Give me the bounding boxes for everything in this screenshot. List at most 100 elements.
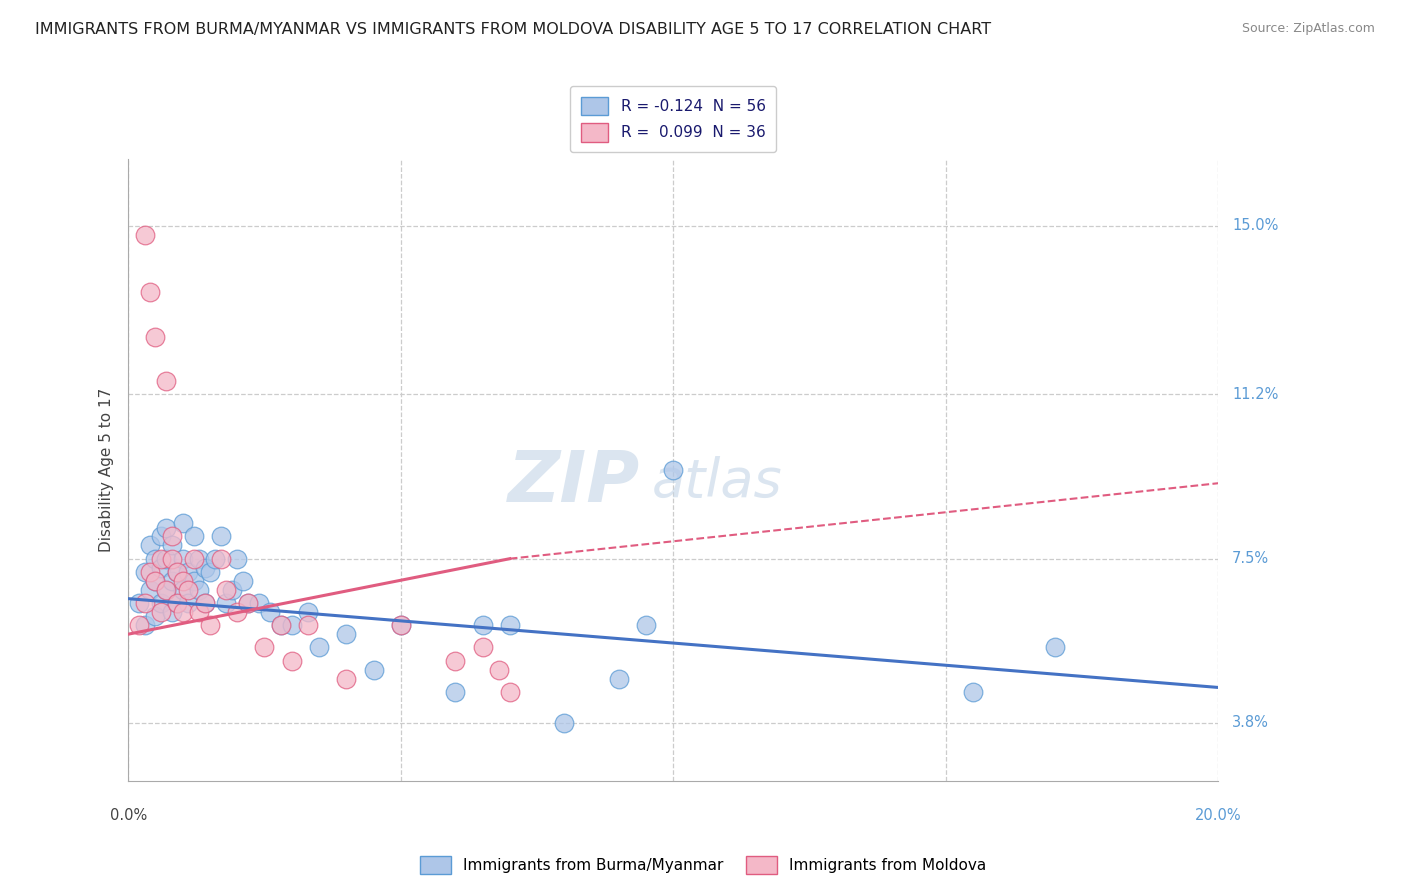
Point	[198, 565, 221, 579]
Point	[363, 663, 385, 677]
Text: Source: ZipAtlas.com: Source: ZipAtlas.com	[1241, 22, 1375, 36]
Point	[236, 596, 259, 610]
Text: ZIP: ZIP	[509, 448, 641, 516]
Point	[962, 685, 984, 699]
Legend: Immigrants from Burma/Myanmar, Immigrants from Moldova: Immigrants from Burma/Myanmar, Immigrant…	[413, 850, 993, 880]
Point	[149, 605, 172, 619]
Point	[145, 574, 167, 588]
Point	[259, 605, 281, 619]
Point	[172, 605, 194, 619]
Text: IMMIGRANTS FROM BURMA/MYANMAR VS IMMIGRANTS FROM MOLDOVA DISABILITY AGE 5 TO 17 : IMMIGRANTS FROM BURMA/MYANMAR VS IMMIGRA…	[35, 22, 991, 37]
Point	[226, 551, 249, 566]
Point	[149, 560, 172, 574]
Point	[499, 685, 522, 699]
Point	[160, 574, 183, 588]
Point	[172, 516, 194, 531]
Text: 15.0%: 15.0%	[1232, 219, 1278, 233]
Point	[335, 627, 357, 641]
Point	[134, 618, 156, 632]
Point	[215, 582, 238, 597]
Point	[188, 582, 211, 597]
Text: 7.5%: 7.5%	[1232, 551, 1270, 566]
Point	[155, 520, 177, 534]
Point	[270, 618, 292, 632]
Point	[155, 582, 177, 597]
Point	[160, 551, 183, 566]
Point	[198, 618, 221, 632]
Point	[177, 565, 200, 579]
Point	[183, 574, 205, 588]
Point	[145, 551, 167, 566]
Point	[166, 596, 188, 610]
Point	[270, 618, 292, 632]
Point	[149, 529, 172, 543]
Point	[253, 640, 276, 655]
Point	[444, 685, 467, 699]
Point	[488, 663, 510, 677]
Point	[145, 574, 167, 588]
Point	[155, 551, 177, 566]
Point	[139, 538, 162, 552]
Point	[389, 618, 412, 632]
Text: atlas: atlas	[651, 457, 782, 508]
Point	[128, 618, 150, 632]
Text: 0.0%: 0.0%	[110, 808, 146, 823]
Point	[160, 605, 183, 619]
Point	[221, 582, 243, 597]
Point	[226, 605, 249, 619]
Text: 11.2%: 11.2%	[1232, 387, 1278, 402]
Point	[1043, 640, 1066, 655]
Point	[281, 618, 304, 632]
Point	[139, 582, 162, 597]
Point	[499, 618, 522, 632]
Point	[193, 596, 215, 610]
Point	[172, 551, 194, 566]
Point	[155, 374, 177, 388]
Point	[193, 596, 215, 610]
Point	[160, 538, 183, 552]
Point	[297, 618, 319, 632]
Point	[471, 640, 494, 655]
Point	[215, 596, 238, 610]
Point	[149, 551, 172, 566]
Point	[335, 672, 357, 686]
Point	[155, 582, 177, 597]
Point	[444, 654, 467, 668]
Point	[662, 463, 685, 477]
Point	[160, 529, 183, 543]
Point	[297, 605, 319, 619]
Point	[128, 596, 150, 610]
Point	[183, 529, 205, 543]
Point	[188, 551, 211, 566]
Point	[281, 654, 304, 668]
Point	[308, 640, 330, 655]
Point	[134, 596, 156, 610]
Point	[145, 329, 167, 343]
Y-axis label: Disability Age 5 to 17: Disability Age 5 to 17	[100, 388, 114, 552]
Point	[134, 227, 156, 242]
Point	[166, 565, 188, 579]
Text: 3.8%: 3.8%	[1232, 715, 1270, 731]
Text: 20.0%: 20.0%	[1195, 808, 1241, 823]
Point	[177, 596, 200, 610]
Point	[172, 582, 194, 597]
Point	[204, 551, 226, 566]
Point	[134, 565, 156, 579]
Point	[188, 605, 211, 619]
Point	[139, 565, 162, 579]
Point	[149, 596, 172, 610]
Point	[166, 596, 188, 610]
Point	[634, 618, 657, 632]
Point	[139, 285, 162, 300]
Point	[172, 574, 194, 588]
Point	[553, 716, 575, 731]
Point	[471, 618, 494, 632]
Legend: R = -0.124  N = 56, R =  0.099  N = 36: R = -0.124 N = 56, R = 0.099 N = 36	[571, 86, 776, 153]
Point	[247, 596, 270, 610]
Point	[236, 596, 259, 610]
Point	[177, 582, 200, 597]
Point	[607, 672, 630, 686]
Point	[209, 529, 232, 543]
Point	[193, 560, 215, 574]
Point	[145, 609, 167, 624]
